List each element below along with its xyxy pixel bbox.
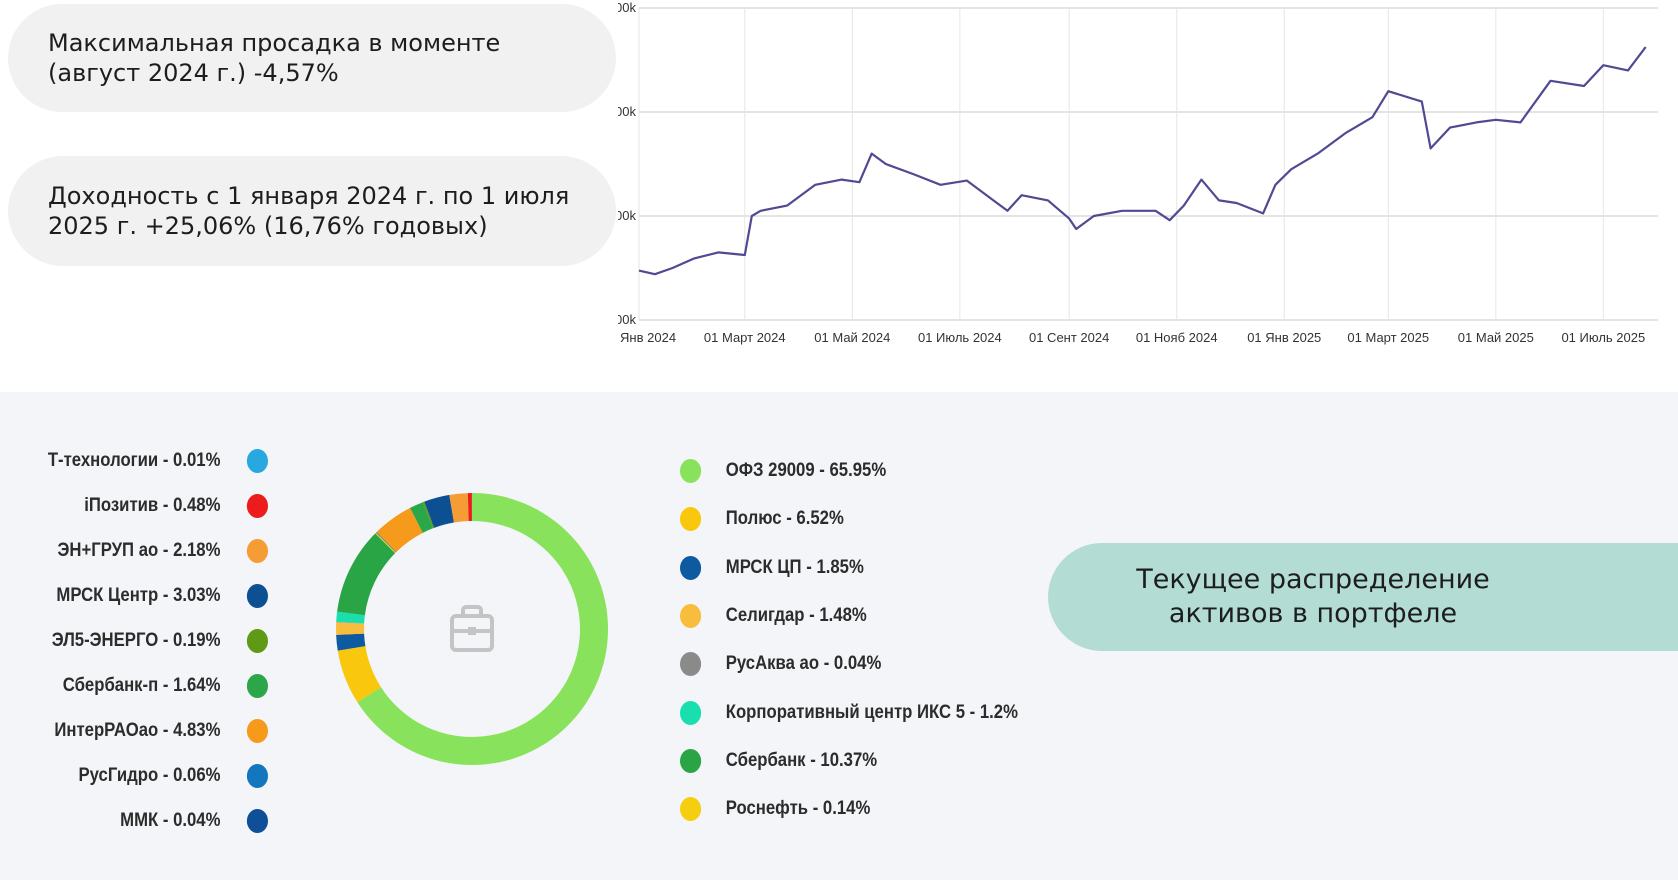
donut-slice (376, 532, 397, 553)
legend-item: РусАква ао - 0.04% (680, 649, 881, 679)
donut-slice (336, 622, 365, 635)
legend-item: Роснефть - 0.14% (680, 794, 870, 824)
donut-slice (422, 501, 435, 529)
max-drawdown-text: Максимальная просадка в моменте (август … (48, 29, 501, 87)
legend-color-dot (246, 674, 268, 698)
portfolio-value-line (638, 46, 1647, 276)
legend-label: МРСК Центр - 3.03% (56, 585, 221, 606)
legend-color-dot (246, 539, 268, 563)
y-tick-label: 1 800k (618, 0, 636, 15)
donut-slice (424, 494, 454, 528)
legend-label: Корпоративный центр ИКС 5 - 1.2% (725, 701, 1018, 723)
allocation-donut-chart (336, 493, 608, 765)
yield-text: Доходность с 1 января 2024 г. по 1 июля … (48, 182, 570, 240)
donut-slice (336, 633, 366, 651)
x-tick-label: 01 Сент 2024 (1029, 330, 1109, 345)
legend-color-dot (680, 700, 702, 725)
legend-color-dot (246, 764, 268, 788)
legend-item: МРСК Центр - 3.03% (32, 581, 268, 611)
legend-label: РусГидро - 0.06% (78, 765, 221, 786)
x-tick-label: 01 Янв 2025 (1247, 330, 1321, 345)
legend-label: РусАква ао - 0.04% (725, 653, 882, 675)
legend-color-dot (246, 449, 268, 473)
donut-slice (410, 502, 433, 533)
legend-color-dot (680, 748, 702, 773)
legend-label: МРСК ЦП - 1.85% (725, 556, 864, 578)
legend-item: МРСК ЦП - 1.85% (680, 553, 864, 583)
portfolio-value-line-chart: 1 200k 1 400k 1 600k 1 800k 01 Янв 2024 01 М… (618, 0, 1658, 345)
donut-slice (376, 531, 397, 553)
legend-label: Т-технологии - 0.01% (47, 450, 221, 471)
legend-item: Т-технологии - 0.01% (32, 446, 268, 476)
legend-color-dot (246, 809, 268, 833)
legend-label: Полюс - 6.52% (725, 508, 844, 530)
legend-label: Сбербанк - 10.37% (725, 749, 878, 771)
donut-slice (336, 621, 365, 624)
donut-slice (375, 532, 396, 554)
legend-color-dot (680, 459, 702, 483)
x-tick-label: 01 Май 2024 (814, 330, 890, 345)
x-axis-ticks: 01 Янв 2024 01 Март 2024 01 Май 2024 01 Июл… (618, 330, 1645, 345)
x-tick-label: 01 Нояб 2024 (1136, 330, 1218, 345)
chart-grid (638, 7, 1658, 321)
legend-label: ИнтерРАОао - 4.83% (54, 720, 221, 741)
legend-label: ЭН+ГРУП ао - 2.18% (57, 540, 221, 561)
briefcase-icon (450, 605, 494, 652)
legend-item: ОФЗ 29009 - 65.95% (680, 456, 886, 486)
legend-item: ММК - 0.04% (32, 806, 268, 836)
x-tick-label: 01 Июль 2024 (918, 330, 1002, 345)
legend-color-dot (246, 494, 268, 518)
y-tick-label: 1 200k (618, 312, 636, 327)
y-axis-ticks: 1 200k 1 400k 1 600k 1 800k (618, 0, 636, 327)
max-drawdown-pill: Максимальная просадка в моменте (август … (8, 4, 616, 112)
legend-color-dot (680, 603, 702, 628)
legend-item: Корпоративный центр ИКС 5 - 1.2% (680, 698, 1018, 728)
x-tick-label: 01 Март 2025 (1347, 330, 1429, 345)
legend-item: Сбербанк-п - 1.64% (32, 671, 268, 701)
legend-label: Селигдар - 1.48% (725, 604, 867, 626)
allocation-caption-pill: Текущее распределение активов в портфеле (1048, 543, 1678, 651)
legend-color-dot (246, 629, 268, 653)
allocation-caption: Текущее распределение активов в портфеле (1136, 564, 1490, 629)
legend-color-dot (680, 797, 702, 822)
x-tick-label: 01 Март 2024 (704, 330, 786, 345)
legend-item: Полюс - 6.52% (680, 504, 844, 534)
y-tick-label: 1 400k (618, 208, 636, 223)
legend-color-dot (246, 719, 268, 743)
x-tick-label: 01 Май 2025 (1458, 330, 1534, 345)
donut-slice (336, 611, 365, 624)
legend-label: Сбербанк-п - 1.64% (62, 675, 221, 696)
legend-item: Сбербанк - 10.37% (680, 746, 877, 776)
legend-color-dot (680, 507, 702, 532)
donut-slice (337, 646, 382, 703)
legend-label: Роснефть - 0.14% (725, 798, 871, 820)
donut-slice (337, 533, 396, 616)
donut-slices (336, 493, 608, 765)
legend-item: ЭЛ5-ЭНЕРГО - 0.19% (32, 626, 268, 656)
legend-color-dot (680, 555, 702, 580)
legend-item: iПозитив - 0.48% (32, 491, 268, 521)
legend-label: ММК - 0.04% (120, 810, 221, 831)
yield-pill: Доходность с 1 января 2024 г. по 1 июля … (8, 156, 616, 266)
legend-label: iПозитив - 0.48% (84, 495, 221, 516)
legend-color-dot (246, 584, 268, 608)
donut-slice (467, 493, 472, 522)
x-tick-label: 01 Янв 2024 (618, 330, 676, 345)
legend-item: Селигдар - 1.48% (680, 601, 867, 631)
legend-color-dot (680, 652, 702, 677)
legend-item: ИнтерРАОао - 4.83% (32, 716, 268, 746)
legend-label: ЭЛ5-ЭНЕРГО - 0.19% (51, 630, 221, 651)
legend-item: РусГидро - 0.06% (32, 761, 268, 791)
legend-label: ОФЗ 29009 - 65.95% (725, 460, 887, 481)
legend-item: ЭН+ГРУП ао - 2.18% (32, 536, 268, 566)
x-tick-label: 01 Июль 2025 (1561, 330, 1645, 345)
donut-slice (449, 493, 469, 523)
donut-slice (376, 507, 423, 552)
y-tick-label: 1 600k (618, 104, 636, 119)
